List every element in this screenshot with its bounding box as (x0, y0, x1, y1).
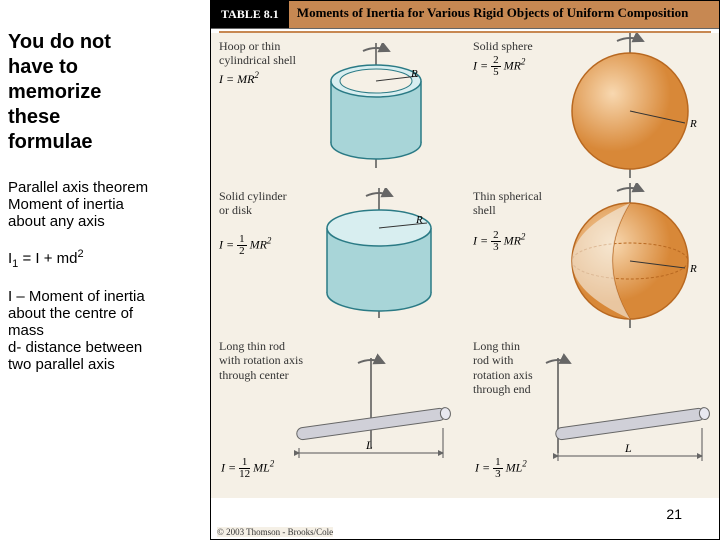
title-line: these (8, 105, 198, 130)
title-line: have to (8, 55, 198, 80)
thin-shell-shape-icon (555, 183, 715, 333)
page-number: 21 (666, 506, 682, 522)
note-line: about the centre of (8, 305, 198, 322)
rod-center-shape-icon (281, 353, 461, 483)
sub-line: Moment of inertia (8, 196, 198, 213)
table-header: TABLE 8.1 Moments of Inertia for Various… (211, 1, 719, 29)
cell-rod-center: Long thin rod with rotation axis through… (211, 333, 465, 498)
table-title: Moments of Inertia for Various Rigid Obj… (289, 1, 697, 28)
rod-end-formula: I = 13 ML2 (475, 457, 527, 480)
title-line: memorize (8, 80, 198, 105)
hoop-shape-icon (321, 43, 451, 173)
left-note: I – Moment of inertia about the centre o… (8, 288, 198, 373)
rod-end-L: L (625, 441, 632, 456)
table-number: TABLE 8.1 (211, 1, 289, 28)
cyl-R: R (416, 214, 423, 226)
cell-rod-end: Long thin rod with rotation axis through… (465, 333, 719, 498)
sub-line: about any axis (8, 213, 198, 230)
solid-sphere-shape-icon (555, 33, 715, 183)
rod-center-L: L (366, 438, 373, 453)
note-line: mass (8, 322, 198, 339)
table-body: Hoop or thin cylindrical shell I = MR2 (211, 33, 719, 498)
left-subtitle: Parallel axis theorem Moment of inertia … (8, 179, 198, 230)
rod-end-shape-icon (540, 353, 720, 483)
note-line: I – Moment of inertia (8, 288, 198, 305)
cell-solid-sphere: Solid sphere I = 25 MR2 R (465, 33, 719, 183)
cell-solid-cylinder: Solid cylinder or disk I = 12 MR2 R (211, 183, 465, 333)
sphere-R: R (690, 118, 697, 130)
page-root: You do not have to memorize these formul… (0, 0, 720, 540)
hoop-R: R (411, 68, 418, 80)
solid-cyl-shape-icon (321, 188, 461, 328)
parallel-axis-formula: I1 = I + md2 (8, 248, 198, 270)
left-column: You do not have to memorize these formul… (0, 0, 210, 540)
f-right: = I + md (18, 250, 77, 267)
note-line: two parallel axis (8, 356, 198, 373)
copyright-footer: © 2003 Thomson - Brooks/Cole (217, 527, 333, 537)
table-container: TABLE 8.1 Moments of Inertia for Various… (210, 0, 720, 540)
rod-center-formula: I = 112 ML2 (221, 457, 274, 480)
title-line: formulae (8, 130, 198, 155)
title-line: You do not (8, 30, 198, 55)
left-title: You do not have to memorize these formul… (8, 30, 198, 155)
cell-hoop: Hoop or thin cylindrical shell I = MR2 (211, 33, 465, 183)
cell-thin-shell: Thin spherical shell I = 23 MR2 (465, 183, 719, 333)
note-line: d- distance between (8, 339, 198, 356)
f-sup: 2 (78, 248, 84, 260)
shell-R: R (690, 263, 697, 275)
sub-line: Parallel axis theorem (8, 179, 198, 196)
